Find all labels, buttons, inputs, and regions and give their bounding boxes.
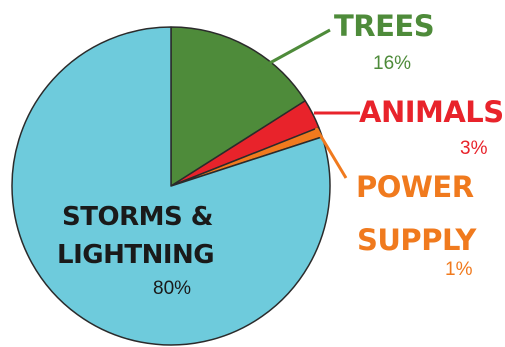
slice-label-storms: STORMS & xyxy=(62,202,213,232)
pie-slices xyxy=(11,26,331,346)
slice-label-lightning: LIGHTNING xyxy=(57,240,214,270)
slice-label-supply: SUPPLY xyxy=(357,223,477,257)
pie-slice-trees xyxy=(170,26,306,187)
slice-value-power-supply: 1% xyxy=(445,259,473,280)
leader-line-trees xyxy=(256,28,331,72)
slice-value-animals: 3% xyxy=(460,138,488,159)
pie-slice-storms xyxy=(11,26,331,346)
slice-value-storms: 80% xyxy=(153,278,191,299)
slice-label-animals: ANIMALS xyxy=(359,95,504,129)
slice-value-trees: 16% xyxy=(373,53,411,74)
leader-line-power-supply xyxy=(314,127,348,179)
slice-label-power: POWER xyxy=(356,170,474,204)
slice-label-trees: TREES xyxy=(334,9,434,43)
